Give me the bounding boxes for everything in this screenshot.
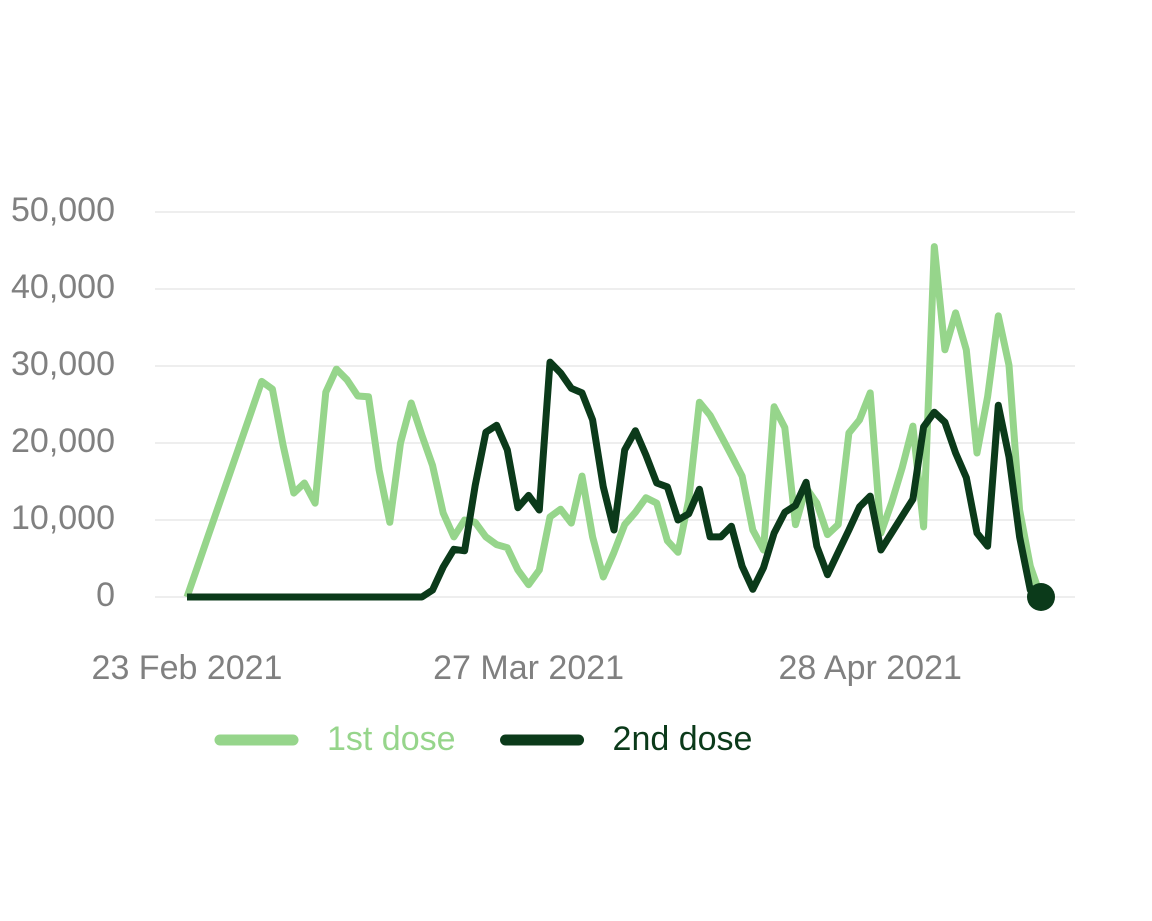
y-tick-label: 30,000: [11, 345, 115, 383]
x-tick-label: 27 Mar 2021: [433, 649, 624, 687]
end-marker: [1027, 583, 1055, 611]
y-tick-label: 0: [96, 576, 115, 614]
y-tick-label: 50,000: [11, 191, 115, 229]
y-tick-label: 20,000: [11, 422, 115, 460]
x-tick-label: 23 Feb 2021: [92, 649, 283, 687]
data-line: [183, 243, 1045, 599]
y-tick-label: 10,000: [11, 499, 115, 537]
y-tick-label: 40,000: [11, 268, 115, 306]
data-line: [187, 358, 1043, 601]
legend-label: 1st dose: [327, 720, 456, 758]
legend-label: 2nd dose: [613, 720, 753, 758]
x-tick-label: 28 Apr 2021: [779, 649, 962, 687]
